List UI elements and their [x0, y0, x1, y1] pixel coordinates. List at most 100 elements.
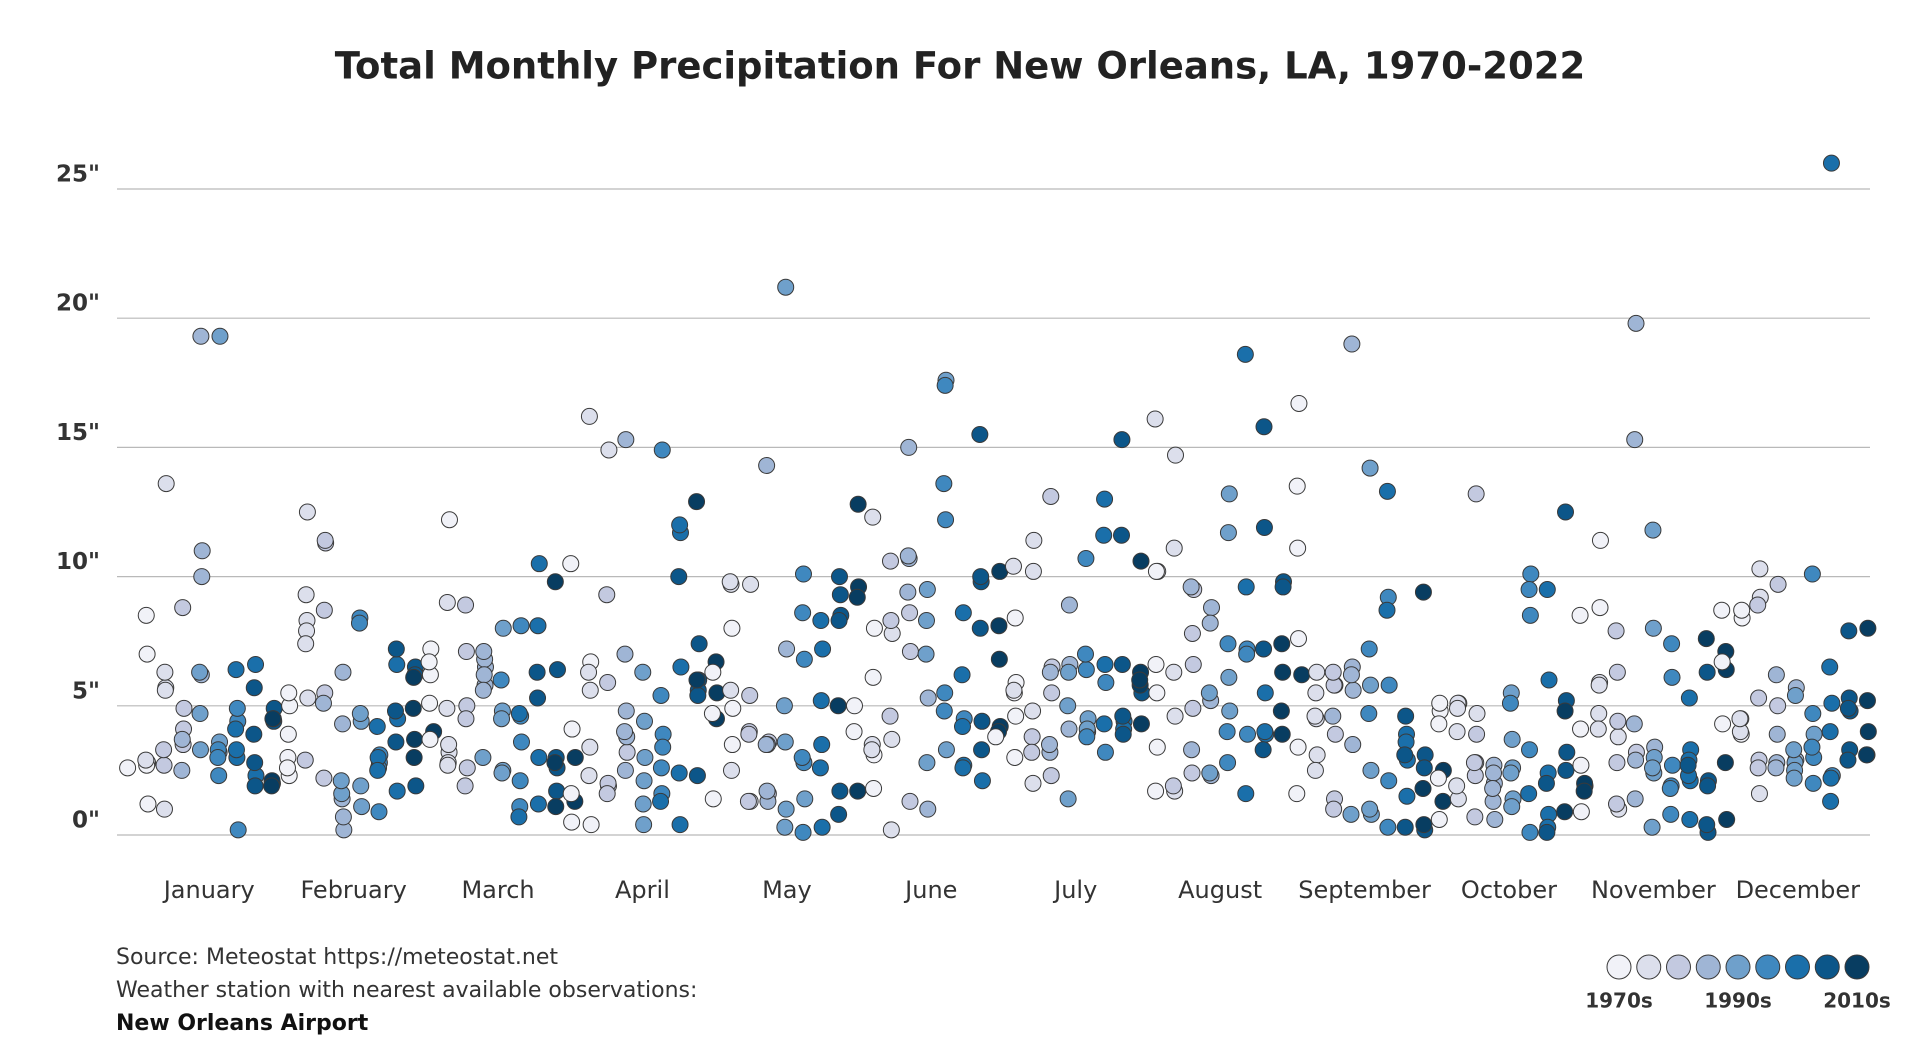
- data-point: [1095, 526, 1113, 544]
- legend-swatch: [1725, 954, 1751, 980]
- legend-swatch: [1666, 954, 1691, 980]
- data-point: [1112, 526, 1130, 544]
- data-point: [723, 619, 741, 637]
- x-tick-label: November: [1591, 876, 1716, 904]
- data-point: [156, 681, 174, 699]
- data-point: [882, 821, 900, 839]
- legend-swatch: [1814, 954, 1840, 980]
- data-point: [334, 808, 352, 826]
- data-point: [1378, 601, 1396, 619]
- data-point: [971, 425, 989, 443]
- data-point: [795, 650, 813, 668]
- data-point: [387, 733, 405, 751]
- x-tick-label: October: [1461, 876, 1557, 904]
- data-point: [1059, 697, 1077, 715]
- data-point: [404, 699, 422, 717]
- data-point: [386, 702, 404, 720]
- data-point: [918, 754, 936, 772]
- data-point: [297, 586, 315, 604]
- data-point: [1557, 503, 1575, 521]
- data-point: [1571, 606, 1589, 624]
- data-point: [1024, 562, 1042, 580]
- data-point: [635, 816, 653, 834]
- legend-label: 1970s: [1585, 989, 1653, 1013]
- data-point: [1731, 710, 1749, 728]
- data-point: [581, 681, 599, 699]
- data-point: [1203, 599, 1221, 617]
- data-point: [1398, 787, 1416, 805]
- data-point: [315, 601, 333, 619]
- data-point: [1132, 715, 1150, 733]
- data-point: [1288, 785, 1306, 803]
- data-point: [1096, 743, 1114, 761]
- data-point: [1255, 418, 1273, 436]
- data-point: [247, 655, 265, 673]
- data-point: [156, 663, 174, 681]
- data-point: [813, 736, 831, 754]
- data-point: [228, 699, 246, 717]
- data-point: [438, 593, 456, 611]
- data-point: [919, 800, 937, 818]
- data-point: [1503, 730, 1521, 748]
- data-point: [475, 643, 493, 661]
- data-point: [937, 741, 955, 759]
- data-point: [1663, 756, 1681, 774]
- data-point: [332, 772, 350, 790]
- data-point: [1538, 823, 1556, 841]
- data-point: [1220, 485, 1238, 503]
- data-point: [881, 552, 899, 570]
- data-point: [794, 604, 812, 622]
- data-point: [1006, 748, 1024, 766]
- data-point: [1042, 487, 1060, 505]
- data-point: [1822, 769, 1840, 787]
- data-point: [1397, 707, 1415, 725]
- y-tick-label: 15": [56, 420, 100, 446]
- data-point: [1040, 736, 1058, 754]
- data-point: [1239, 725, 1257, 743]
- data-point: [1448, 723, 1466, 741]
- data-point: [563, 720, 581, 738]
- data-point: [528, 663, 546, 681]
- data-point: [1201, 764, 1219, 782]
- data-point: [670, 764, 688, 782]
- data-point: [1164, 777, 1182, 795]
- data-point: [739, 792, 757, 810]
- data-point: [1698, 663, 1716, 681]
- data-point: [1644, 619, 1662, 637]
- data-point: [1182, 578, 1200, 596]
- data-point: [1324, 707, 1342, 725]
- data-point: [388, 782, 406, 800]
- data-point: [864, 668, 882, 686]
- data-point: [1308, 746, 1326, 764]
- data-point: [334, 715, 352, 733]
- data-point: [1114, 707, 1132, 725]
- data-point: [1607, 622, 1625, 640]
- data-point: [830, 805, 848, 823]
- data-point: [1662, 805, 1680, 823]
- data-point: [704, 663, 722, 681]
- data-point: [157, 475, 175, 493]
- data-point: [1679, 756, 1697, 774]
- data-point: [635, 712, 653, 730]
- data-point: [708, 684, 726, 702]
- data-point: [1859, 723, 1877, 741]
- data-point: [724, 699, 742, 717]
- data-point: [1750, 689, 1768, 707]
- data-point: [1590, 676, 1608, 694]
- data-point: [1821, 658, 1839, 676]
- data-point: [1183, 624, 1201, 642]
- data-point: [776, 733, 794, 751]
- data-point: [811, 759, 829, 777]
- data-point: [351, 705, 369, 723]
- data-point: [917, 645, 935, 663]
- data-point: [1767, 666, 1785, 684]
- data-point: [1415, 759, 1433, 777]
- data-point: [1822, 792, 1840, 810]
- data-point: [1273, 635, 1291, 653]
- x-tick-label: December: [1736, 876, 1861, 904]
- data-point: [1306, 707, 1324, 725]
- data-point: [1465, 754, 1483, 772]
- data-point: [580, 663, 598, 681]
- data-point: [1522, 565, 1540, 583]
